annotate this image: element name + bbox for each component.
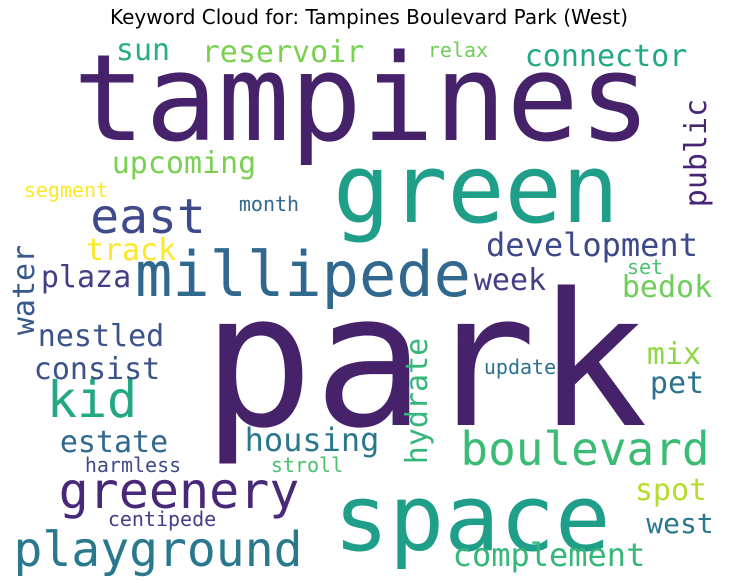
word-month: month xyxy=(239,192,299,216)
word-east: east xyxy=(90,189,206,245)
word-housing: housing xyxy=(245,421,380,459)
word-boulevard: boulevard xyxy=(460,422,709,476)
word-segment: segment xyxy=(24,178,108,202)
word-hydrate: hydrate xyxy=(400,338,435,464)
word-space: space xyxy=(334,465,611,572)
word-relax: relax xyxy=(428,38,488,62)
word-tampines: tampines xyxy=(73,30,651,169)
word-nestled: nestled xyxy=(38,319,164,354)
word-track: track xyxy=(86,233,176,268)
word-week: week xyxy=(474,263,546,298)
word-greenery: greenery xyxy=(59,462,300,520)
word-green: green xyxy=(333,135,619,245)
word-kid: kid xyxy=(47,371,137,429)
word-estate: estate xyxy=(60,425,168,460)
word-playground: playground xyxy=(14,522,303,578)
word-west: west xyxy=(646,507,713,540)
word-set: set xyxy=(627,255,663,279)
word-harmless: harmless xyxy=(85,453,181,477)
word-reservoir: reservoir xyxy=(202,35,365,70)
word-upcoming: upcoming xyxy=(112,146,257,181)
chart-title: Keyword Cloud for: Tampines Boulevard Pa… xyxy=(109,5,629,29)
word-complement: complement xyxy=(453,536,646,574)
word-pet: pet xyxy=(650,366,704,401)
word-public: public xyxy=(679,99,714,207)
word-sun: sun xyxy=(116,33,170,68)
word-plaza: plaza xyxy=(41,260,131,295)
word-bedok: bedok xyxy=(622,270,712,305)
word-park: park xyxy=(202,253,648,469)
word-consist: consist xyxy=(34,352,160,387)
word-millipede: millipede xyxy=(135,238,471,311)
word-development: development xyxy=(486,226,698,264)
word-mix: mix xyxy=(647,337,701,372)
word-connector: connector xyxy=(525,39,688,74)
word-stroll: stroll xyxy=(271,453,343,477)
word-spot: spot xyxy=(635,473,707,508)
word-water: water xyxy=(7,245,42,335)
word-update: update xyxy=(484,355,556,379)
word-centipede: centipede xyxy=(108,507,216,531)
